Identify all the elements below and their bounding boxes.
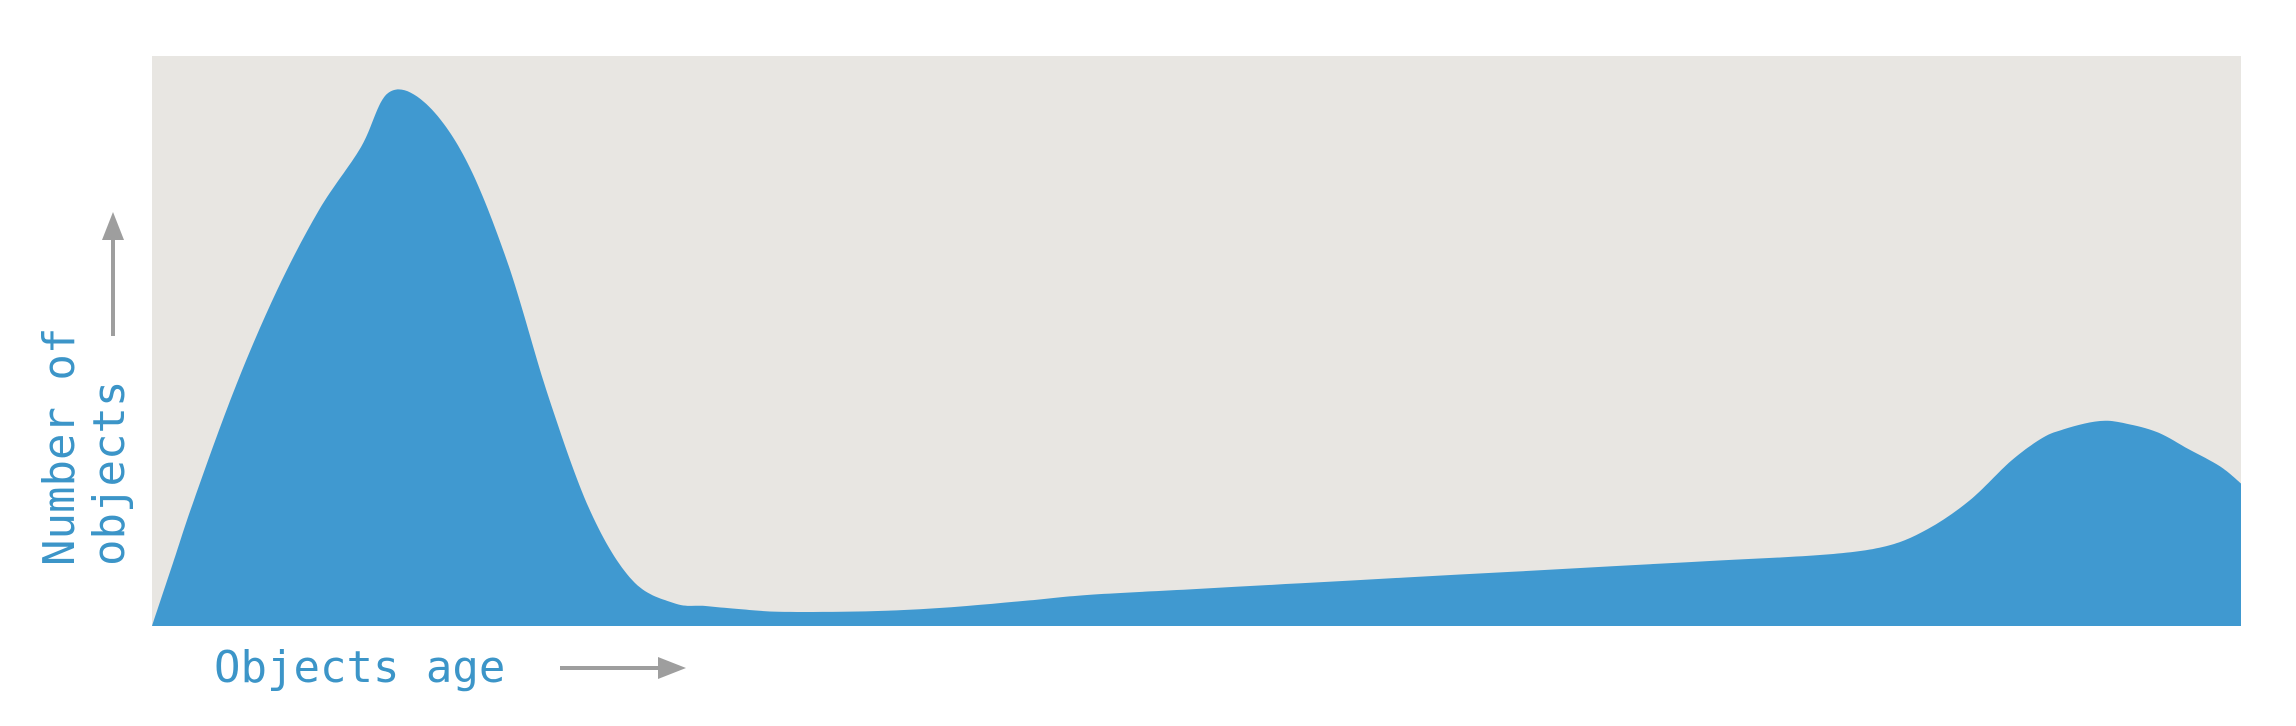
area-series	[152, 89, 2241, 627]
x-axis-arrow-head-icon	[658, 657, 686, 679]
y-axis-label-line1: Number of	[34, 328, 85, 566]
y-axis-label-line2: objects	[84, 381, 135, 566]
x-axis-label: Objects age	[214, 642, 505, 693]
y-axis-arrow-head-icon	[102, 212, 124, 240]
